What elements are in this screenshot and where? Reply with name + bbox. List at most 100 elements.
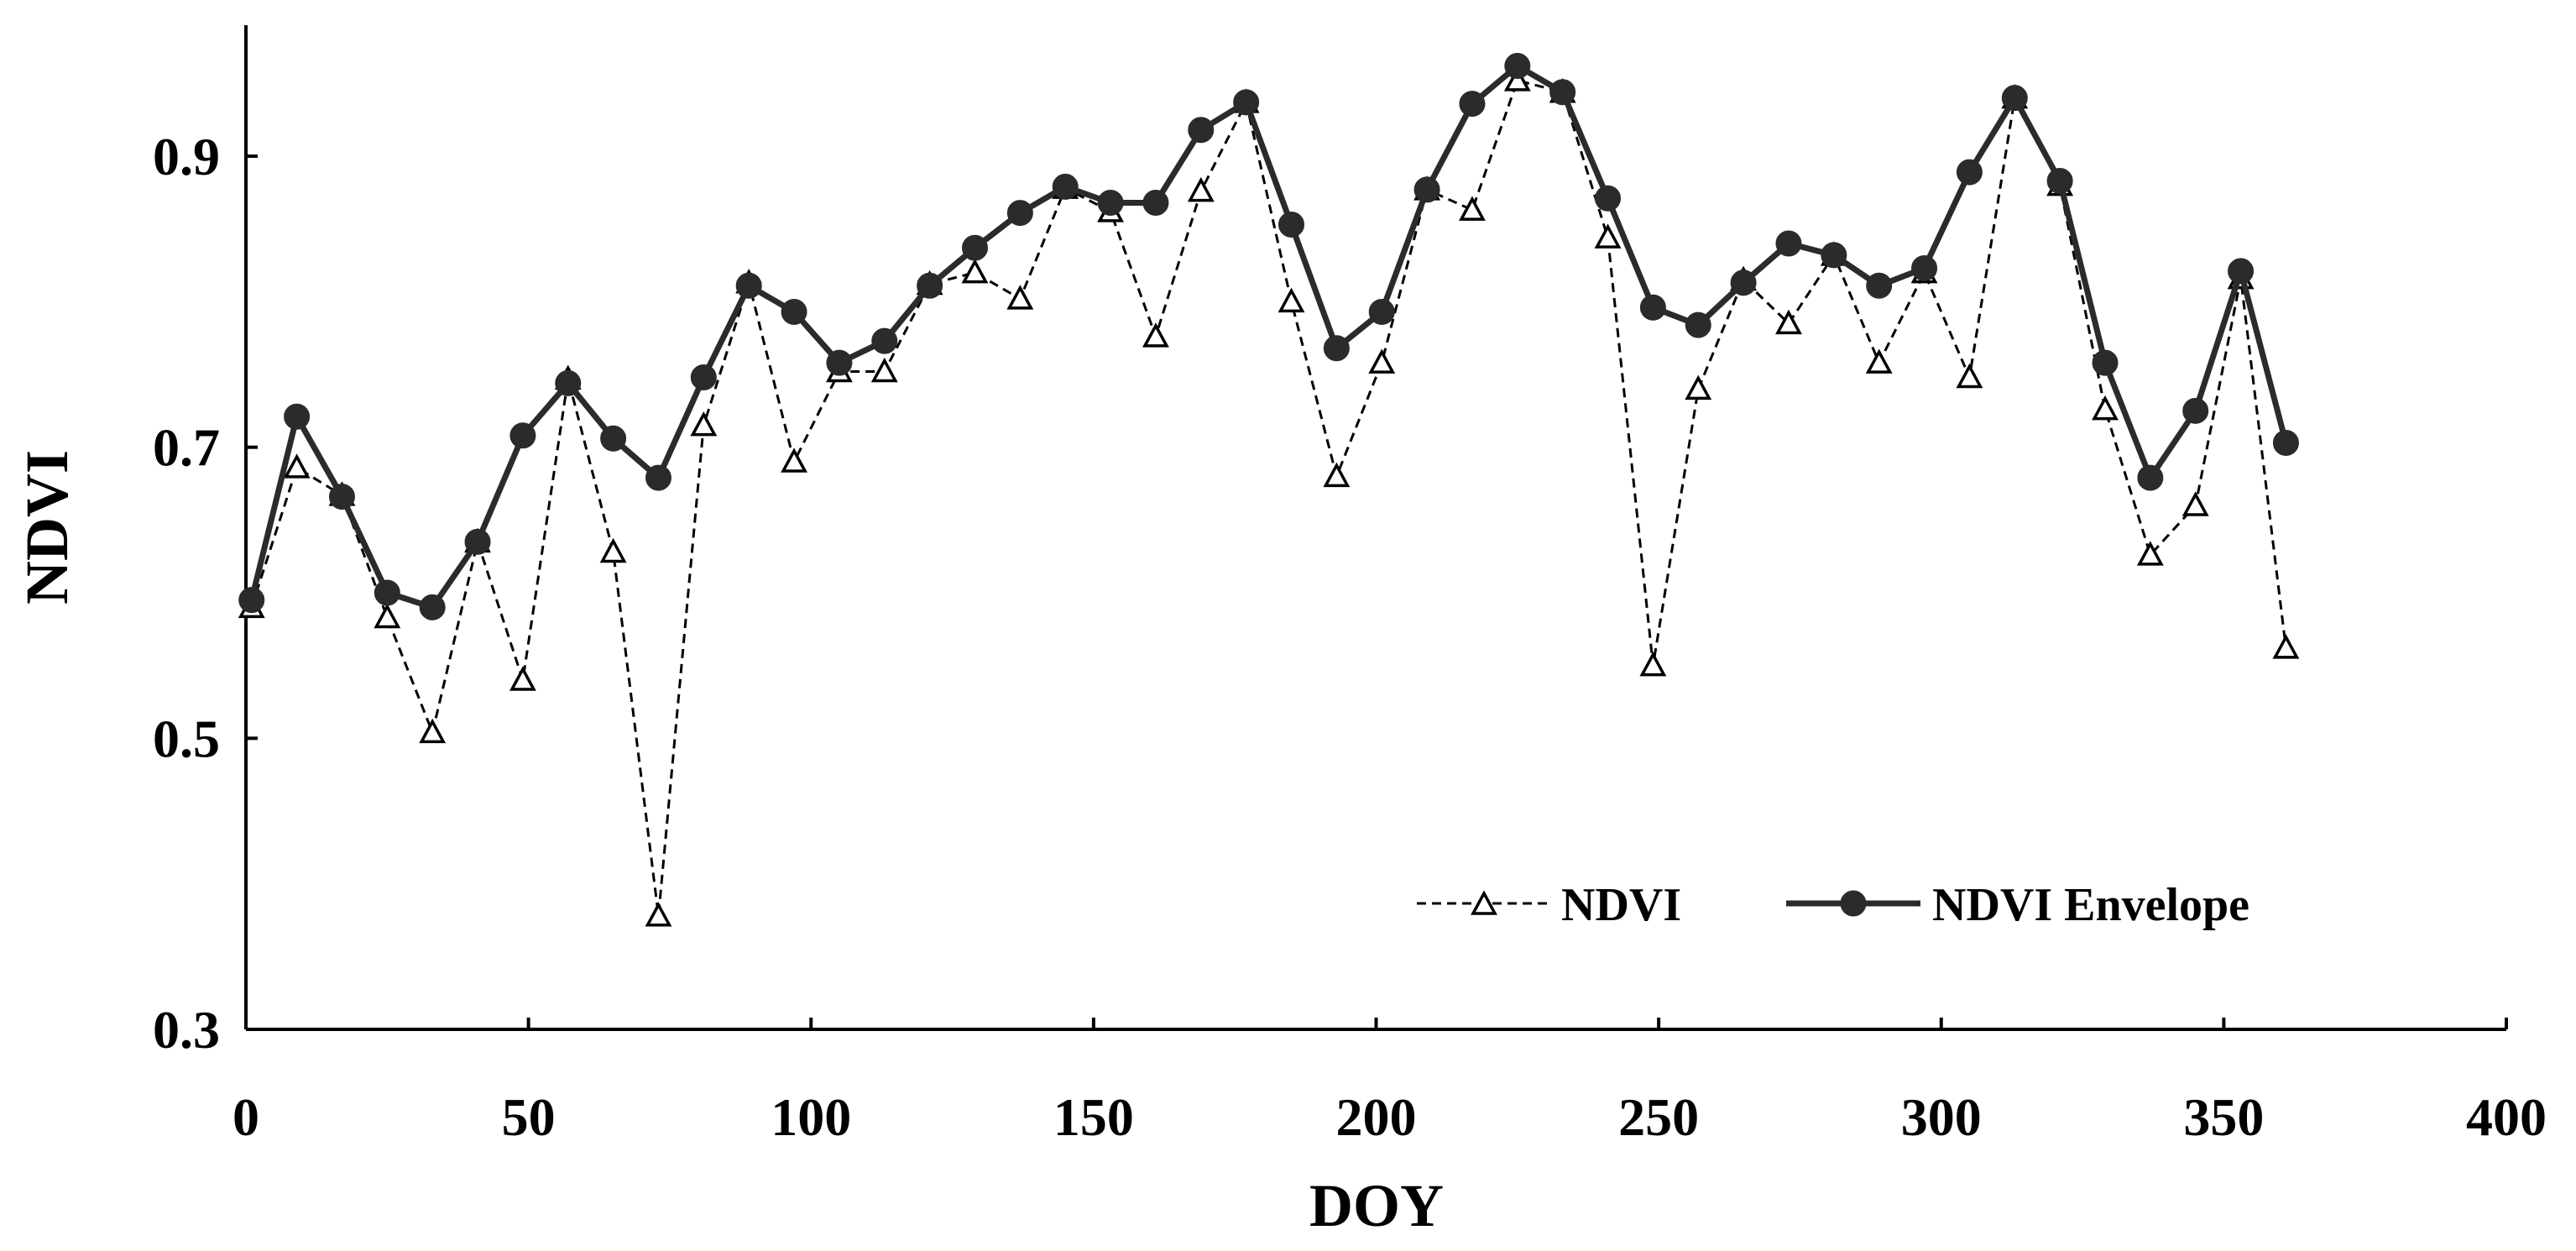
ndvi-envelope-point-marker — [1504, 53, 1531, 80]
ndvi-envelope-point-marker — [1097, 189, 1124, 216]
ndvi-envelope-point-marker — [2092, 349, 2119, 376]
x-tick-label: 250 — [1618, 1087, 1699, 1147]
ndvi-envelope-point-marker — [735, 272, 762, 299]
y-tick-label: 0.7 — [153, 418, 220, 478]
ndvi-envelope-point-marker — [1142, 189, 1169, 216]
x-axis-title: DOY — [1309, 1172, 1444, 1239]
ndvi-point-marker — [1503, 66, 1531, 92]
ndvi-point-marker — [1187, 176, 1215, 202]
ndvi-envelope-point-marker — [1278, 211, 1305, 238]
x-tick-label: 350 — [2183, 1087, 2264, 1147]
ndvi-envelope-point-marker — [2046, 167, 2073, 194]
ndvi-envelope-point-marker — [2182, 397, 2209, 424]
ndvi-envelope-point-marker — [1775, 230, 1802, 257]
ndvi-point-marker — [2272, 634, 2300, 659]
ndvi-envelope-point-marker — [2272, 429, 2299, 456]
ndvi-envelope-point-marker — [690, 364, 717, 390]
legend-ndvi-triangle-marker — [1471, 890, 1497, 915]
ndvi-envelope-point-marker — [1685, 311, 1711, 338]
ndvi-envelope-point-marker — [1911, 254, 1938, 281]
ndvi-point-marker — [1865, 348, 1893, 374]
ndvi-point-marker — [1639, 651, 1667, 677]
ndvi-envelope-point-marker — [1549, 79, 1576, 106]
ndvi-point-marker — [645, 902, 672, 927]
ndvi-envelope-point-marker — [1006, 200, 1033, 227]
ndvi-point-marker — [1594, 223, 1622, 249]
x-tick-label: 100 — [771, 1087, 851, 1147]
ndvi-envelope-point-marker — [917, 272, 943, 299]
ndvi-envelope-point-marker — [1639, 294, 1666, 321]
ndvi-point-marker — [1278, 287, 1305, 313]
x-tick-label: 200 — [1336, 1087, 1417, 1147]
ndvi-point-marker — [1685, 374, 1712, 400]
ndvi-envelope-point-marker — [1459, 91, 1486, 118]
x-tick-label: 300 — [1901, 1087, 1982, 1147]
ndvi-envelope-series-line — [248, 63, 2289, 610]
ndvi-point-marker — [1775, 309, 1802, 335]
ndvi-envelope-point-marker — [645, 464, 671, 491]
ndvi-point-marker — [1368, 348, 1396, 374]
ndvi-envelope-point-marker — [826, 349, 853, 376]
series-layer — [238, 53, 2300, 927]
ndvi-envelope-point-marker — [1323, 335, 1350, 362]
ndvi-envelope-point-marker — [555, 369, 582, 396]
legend-envelope-circle-marker — [1840, 890, 1867, 917]
ndvi-envelope-point-marker — [1052, 173, 1079, 200]
ndvi-point-marker — [599, 537, 627, 563]
ndvi-envelope-point-marker — [2228, 258, 2255, 285]
ndvi-point-marker — [419, 718, 447, 744]
y-tick-label: 0.5 — [153, 709, 220, 768]
y-axis-ticks: 0.3 0.5 0.7 0.9 — [153, 127, 258, 1060]
y-tick-label: 0.9 — [153, 127, 220, 186]
ndvi-point-marker — [2092, 395, 2119, 421]
ndvi-point-marker — [1142, 322, 1169, 348]
ndvi-envelope-point-marker — [1956, 159, 1983, 186]
x-tick-label: 400 — [2466, 1087, 2547, 1147]
legend: NDVI NDVI Envelope — [1417, 879, 2249, 931]
ndvi-point-marker — [781, 448, 807, 473]
ndvi-point-marker — [1006, 285, 1034, 310]
y-axis-title: NDVI — [13, 450, 81, 605]
ndvi-envelope-point-marker — [464, 528, 491, 555]
ndvi-envelope-point-marker — [374, 579, 400, 606]
ndvi-point-marker — [509, 666, 536, 691]
ndvi-point-marker — [1459, 196, 1486, 221]
ndvi-envelope-point-marker — [781, 298, 807, 325]
x-tick-label: 50 — [502, 1087, 556, 1147]
ndvi-envelope-point-marker — [961, 234, 988, 261]
ndvi-point-marker — [1956, 363, 1983, 389]
ndvi-point-marker — [2182, 491, 2209, 516]
ndvi-envelope-point-marker — [1413, 176, 1440, 203]
x-tick-label: 0 — [233, 1087, 259, 1147]
ndvi-envelope-point-marker — [871, 327, 898, 354]
ndvi-point-marker — [690, 411, 718, 437]
ndvi-envelope-point-marker — [284, 403, 311, 430]
ndvi-envelope-point-marker — [1821, 242, 1847, 269]
ndvi-envelope-point-marker — [1730, 270, 1757, 296]
legend-ndvi-label: NDVI — [1561, 879, 1681, 931]
ndvi-point-marker — [374, 603, 401, 629]
ndvi-envelope-point-marker — [238, 587, 265, 614]
x-axis-ticks: 0 50 100 150 200 250 300 350 400 — [233, 1018, 2547, 1147]
ndvi-envelope-point-marker — [600, 425, 627, 452]
ndvi-envelope-point-marker — [1233, 89, 1260, 116]
ndvi-envelope-point-marker — [1866, 272, 1893, 299]
ndvi-series-line — [250, 79, 2287, 918]
ndvi-point-marker — [1323, 462, 1351, 488]
ndvi-envelope-point-marker — [1595, 185, 1622, 212]
ndvi-envelope-point-marker — [2001, 85, 2028, 112]
x-tick-label: 150 — [1053, 1087, 1134, 1147]
ndvi-envelope-point-marker — [328, 484, 355, 510]
ndvi-envelope-point-marker — [1368, 298, 1395, 325]
legend-envelope-label: NDVI Envelope — [1932, 879, 2249, 931]
ndvi-envelope-point-marker — [509, 422, 536, 449]
ndvi-point-marker — [961, 258, 989, 284]
ndvi-envelope-point-marker — [1188, 117, 1215, 144]
ndvi-envelope-point-marker — [419, 594, 446, 620]
ndvi-point-marker — [283, 453, 311, 479]
y-tick-label: 0.3 — [153, 1000, 220, 1060]
ndvi-point-marker — [2136, 541, 2164, 566]
ndvi-envelope-point-marker — [2137, 464, 2164, 491]
ndvi-point-marker — [870, 357, 898, 383]
